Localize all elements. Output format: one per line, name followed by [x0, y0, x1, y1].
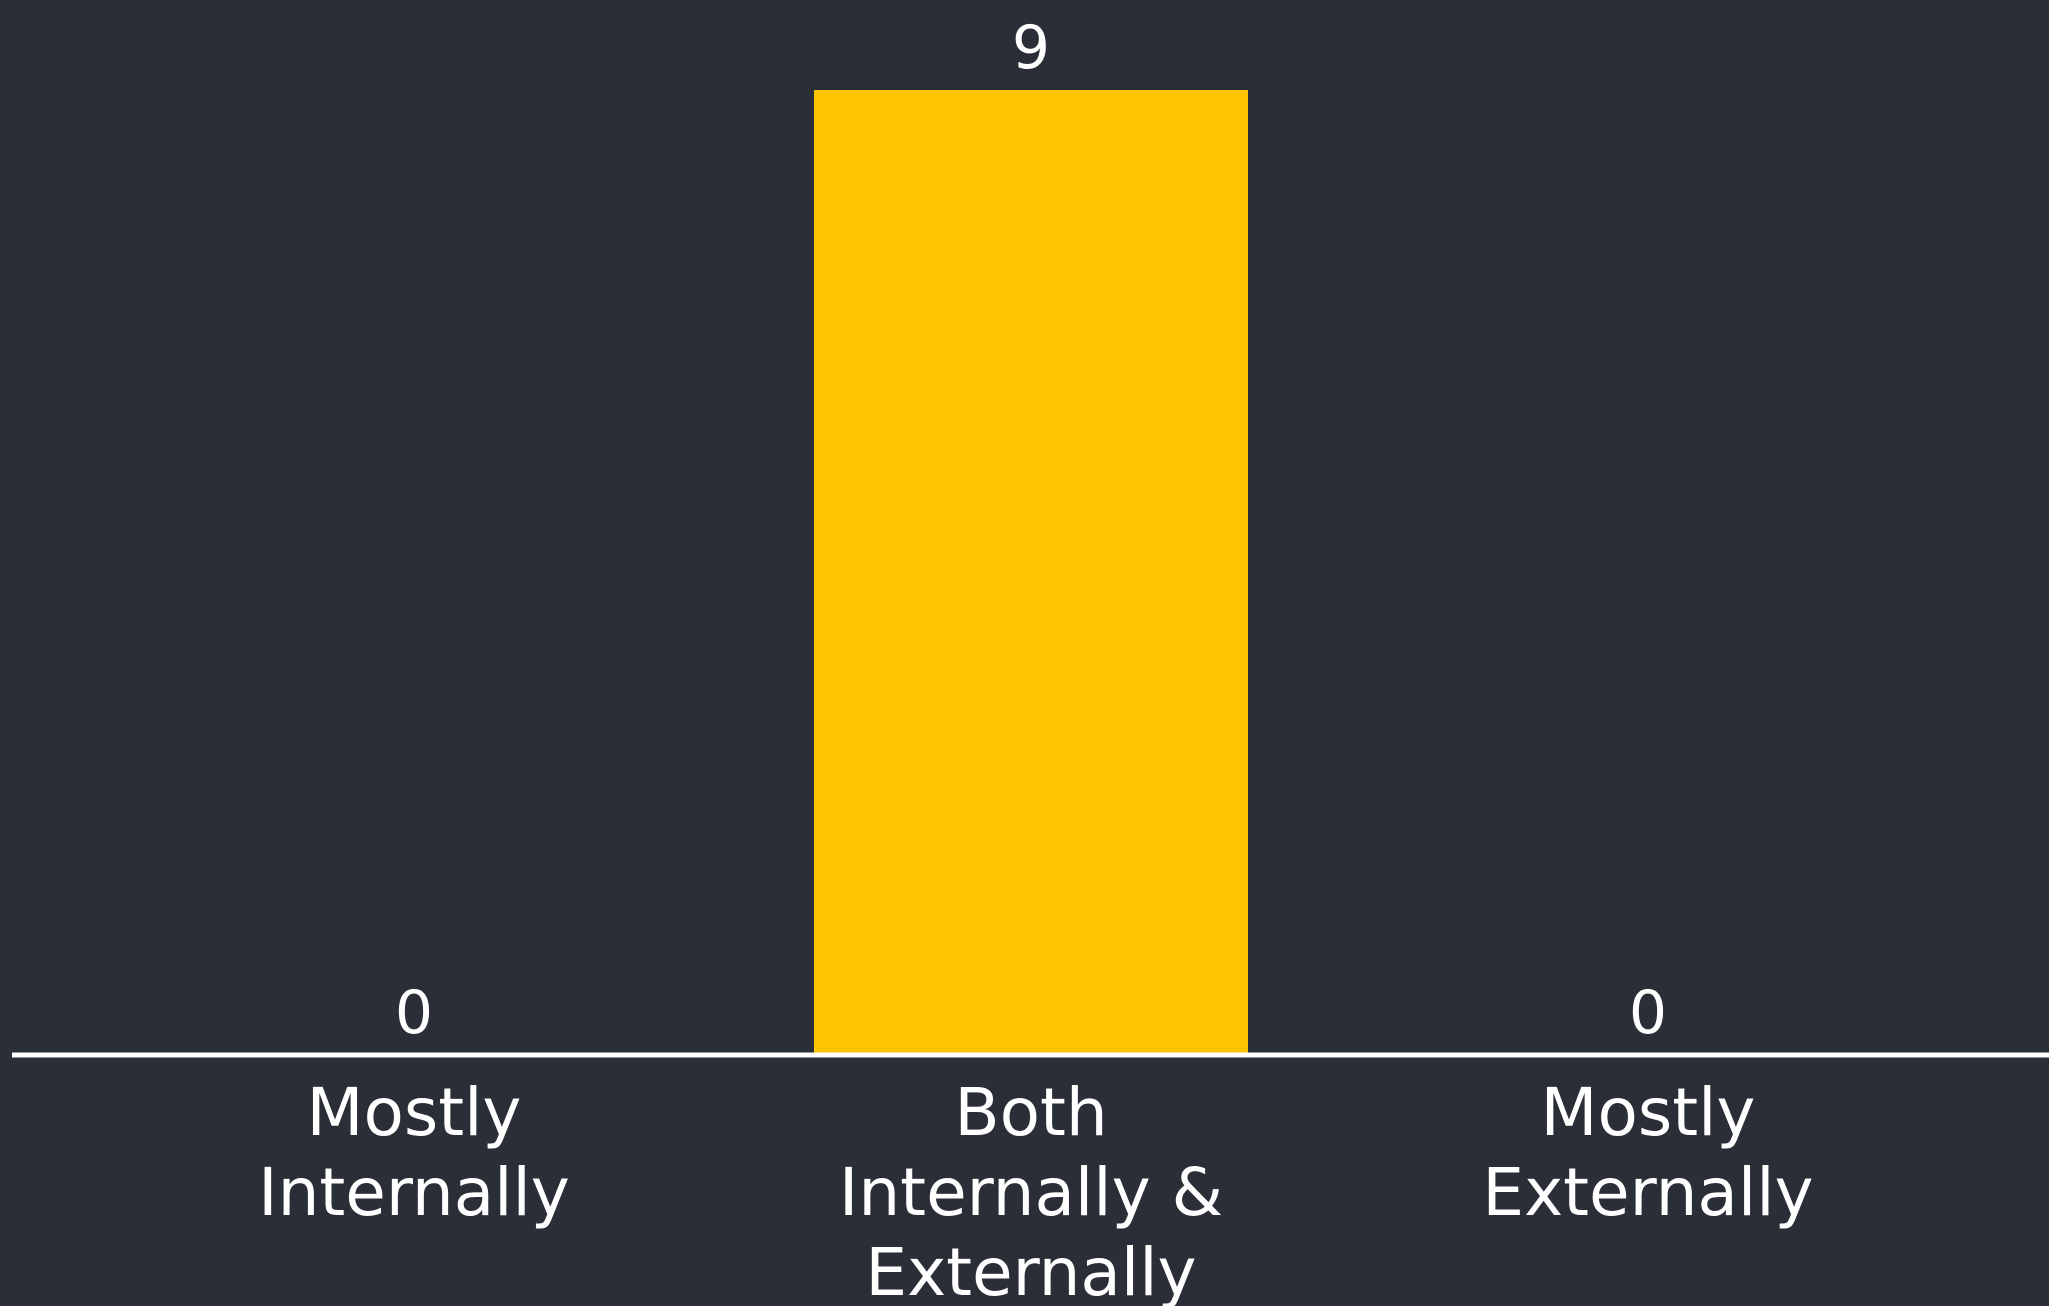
category-label-1-line-2: Externally: [865, 1234, 1196, 1306]
bars-layer: [814, 90, 1248, 1055]
category-label-0-line-1: Internally: [258, 1154, 570, 1231]
bar-1: [814, 90, 1248, 1055]
category-label-2-line-0: Mostly: [1541, 1074, 1756, 1151]
value-label-1: 9: [1012, 13, 1050, 83]
category-label-1-line-1: Internally &: [839, 1154, 1223, 1231]
value-label-0: 0: [395, 978, 433, 1048]
category-label-0-line-0: Mostly: [307, 1074, 522, 1151]
value-label-2: 0: [1629, 978, 1667, 1048]
category-label-2-line-1: Externally: [1482, 1154, 1813, 1231]
category-label-1-line-0: Both: [954, 1074, 1107, 1151]
